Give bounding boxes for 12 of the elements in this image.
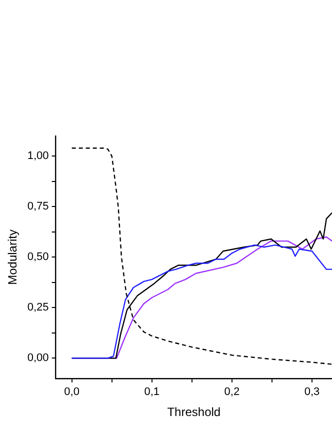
x-axis-title: Threshold	[167, 405, 221, 420]
y-tick-label: 0,50	[27, 251, 49, 264]
x-tick-label: 0,3	[304, 386, 320, 398]
y-tick-label: 1,00	[27, 150, 49, 162]
x-tick-label: 0,0	[64, 386, 80, 398]
line-series	[71, 148, 332, 365]
x-tick-label: 0,2	[224, 386, 240, 398]
x-tick-label: 0,1	[144, 386, 160, 398]
y-axis-title: Modularity	[6, 230, 20, 285]
y-tick-label: 0,75	[27, 200, 49, 213]
y-tick-label: 0,00	[27, 352, 49, 364]
y-tick-label: 0,25	[27, 302, 49, 314]
